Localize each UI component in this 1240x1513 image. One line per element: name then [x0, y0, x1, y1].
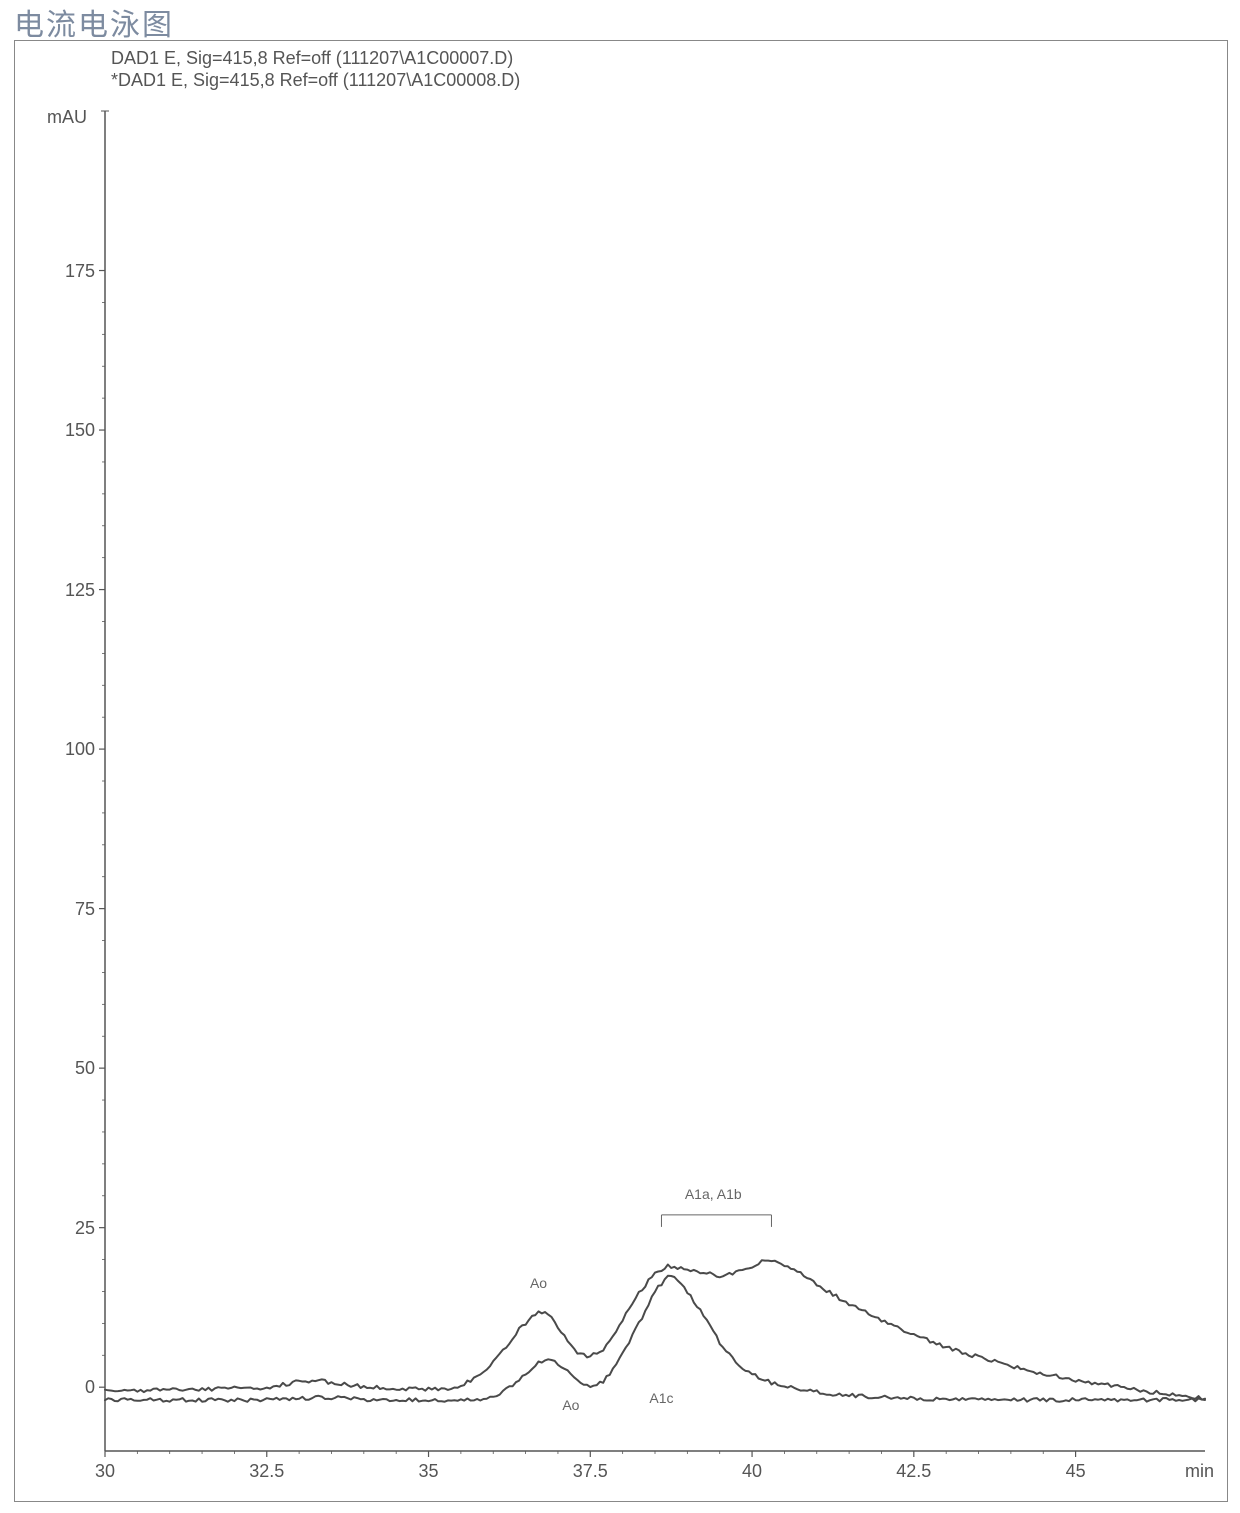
- y-axis-unit: mAU: [47, 107, 87, 128]
- chart-plot: [15, 41, 1227, 1501]
- x-tick-label: 42.5: [896, 1461, 931, 1482]
- y-tick-label: 125: [45, 580, 95, 601]
- peak-label: Ao: [530, 1275, 547, 1291]
- y-tick-label: 150: [45, 420, 95, 441]
- peak-label: A1a, A1b: [685, 1186, 742, 1202]
- x-tick-label: 30: [95, 1461, 115, 1482]
- x-tick-label: 40: [742, 1461, 762, 1482]
- peak-label: A1c: [649, 1390, 673, 1406]
- y-tick-label: 175: [45, 261, 95, 282]
- series-trace2: [105, 1276, 1205, 1402]
- chart-frame: DAD1 E, Sig=415,8 Ref=off (111207\A1C000…: [14, 40, 1228, 1502]
- y-tick-label: 25: [45, 1218, 95, 1239]
- chart-title: 电流电泳图: [14, 0, 174, 44]
- y-tick-label: 100: [45, 739, 95, 760]
- y-tick-label: 50: [45, 1058, 95, 1079]
- x-tick-label: 45: [1066, 1461, 1086, 1482]
- x-tick-label: 37.5: [573, 1461, 608, 1482]
- peak-label: Ao: [562, 1397, 579, 1413]
- x-tick-label: 32.5: [249, 1461, 284, 1482]
- x-tick-label: 35: [419, 1461, 439, 1482]
- y-tick-label: 75: [45, 899, 95, 920]
- series-trace1: [105, 1260, 1205, 1399]
- x-axis-unit: min: [1185, 1461, 1214, 1482]
- page: 电流电泳图 DAD1 E, Sig=415,8 Ref=off (111207\…: [0, 0, 1240, 1513]
- y-tick-label: 0: [45, 1377, 95, 1398]
